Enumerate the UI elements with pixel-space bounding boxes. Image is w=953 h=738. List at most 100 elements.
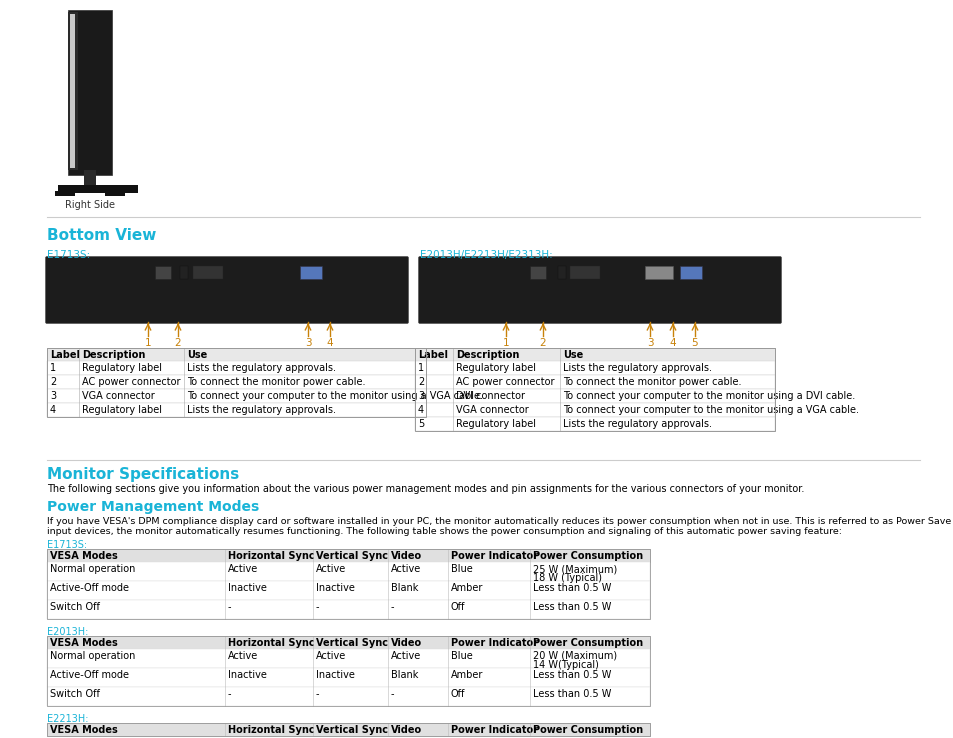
Text: 3: 3 [646, 338, 653, 348]
Bar [47, 562, 649, 581]
Text: Off: Off [451, 689, 465, 699]
Text: VESA Modes: VESA Modes [50, 638, 117, 648]
Bar [55, 191, 75, 196]
Text: E2213H:: E2213H: [47, 714, 89, 724]
Text: Vertical Sync: Vertical Sync [315, 551, 388, 561]
Text: Horizontal Sync: Horizontal Sync [228, 551, 314, 561]
Text: Active: Active [391, 564, 421, 574]
Text: Power Indicator: Power Indicator [451, 551, 537, 561]
Text: 3: 3 [304, 338, 311, 348]
Text: 4: 4 [326, 338, 333, 348]
Bar [47, 723, 649, 736]
Text: Active-Off mode: Active-Off mode [50, 670, 129, 680]
Polygon shape [70, 14, 75, 168]
Bar [415, 403, 774, 417]
Text: Lists the regulatory approvals.: Lists the regulatory approvals. [562, 419, 711, 429]
Bar [193, 266, 223, 279]
Bar [299, 266, 322, 279]
Text: Lists the regulatory approvals.: Lists the regulatory approvals. [562, 363, 711, 373]
Text: To connect your computer to the monitor using a DVI cable.: To connect your computer to the monitor … [562, 391, 854, 401]
Text: Active: Active [315, 564, 346, 574]
Text: To connect the monitor power cable.: To connect the monitor power cable. [187, 377, 365, 387]
Text: Bottom View: Bottom View [47, 228, 156, 243]
Bar [47, 348, 426, 417]
Text: Description: Description [456, 350, 518, 360]
Bar [47, 549, 649, 619]
Text: Active: Active [315, 651, 346, 661]
Bar [47, 361, 426, 375]
Text: Active: Active [228, 651, 258, 661]
Text: Video: Video [391, 725, 421, 735]
Text: Switch Off: Switch Off [50, 689, 100, 699]
Bar [644, 266, 672, 279]
Text: VESA Modes: VESA Modes [50, 725, 117, 735]
Text: -: - [391, 602, 395, 612]
Text: VGA connector: VGA connector [456, 405, 528, 415]
Text: If you have VESA's DPM compliance display card or software installed in your PC,: If you have VESA's DPM compliance displa… [47, 517, 953, 526]
Text: Amber: Amber [451, 583, 483, 593]
Text: 1: 1 [50, 363, 56, 373]
Bar [569, 266, 599, 279]
Text: AC power connector: AC power connector [456, 377, 554, 387]
Text: E2013H:: E2013H: [47, 627, 89, 637]
Text: Blue: Blue [451, 564, 473, 574]
Bar [47, 687, 649, 706]
Bar [415, 361, 774, 375]
Text: Normal operation: Normal operation [50, 564, 135, 574]
Text: 3: 3 [50, 391, 56, 401]
Text: The following sections give you information about the various power management m: The following sections give you informat… [47, 484, 803, 494]
Text: To connect your computer to the monitor using a VGA cable.: To connect your computer to the monitor … [187, 391, 482, 401]
Text: Regulatory label: Regulatory label [456, 419, 536, 429]
Text: Regulatory label: Regulatory label [82, 405, 162, 415]
Text: Horizontal Sync: Horizontal Sync [228, 725, 314, 735]
Text: Monitor Specifications: Monitor Specifications [47, 467, 239, 482]
Text: Active: Active [391, 651, 421, 661]
Text: Inactive: Inactive [228, 670, 267, 680]
Text: 2: 2 [174, 338, 181, 348]
Text: 5: 5 [417, 419, 424, 429]
Text: Inactive: Inactive [228, 583, 267, 593]
Bar [47, 389, 426, 403]
Text: E1713S:: E1713S: [47, 250, 91, 260]
Bar [47, 649, 649, 668]
Bar [47, 375, 426, 389]
Bar [415, 348, 774, 361]
Bar [47, 600, 649, 619]
Text: Switch Off: Switch Off [50, 602, 100, 612]
Text: VESA Modes: VESA Modes [50, 551, 117, 561]
Text: Active-Off mode: Active-Off mode [50, 583, 129, 593]
Text: Label: Label [417, 350, 448, 360]
Text: Less than 0.5 W: Less than 0.5 W [533, 602, 611, 612]
Text: 4: 4 [417, 405, 424, 415]
Text: Amber: Amber [451, 670, 483, 680]
Text: 20 W (Maximum): 20 W (Maximum) [533, 651, 617, 661]
Text: Blank: Blank [391, 670, 418, 680]
Bar [558, 266, 565, 279]
Bar [47, 636, 649, 649]
Text: -: - [391, 689, 395, 699]
Text: 2: 2 [417, 377, 424, 387]
Bar [47, 403, 426, 417]
Text: Lists the regulatory approvals.: Lists the regulatory approvals. [187, 363, 335, 373]
Text: 4: 4 [669, 338, 676, 348]
Bar [105, 191, 125, 196]
Text: To connect the monitor power cable.: To connect the monitor power cable. [562, 377, 740, 387]
Text: Regulatory label: Regulatory label [82, 363, 162, 373]
Text: Use: Use [562, 350, 582, 360]
Bar [47, 549, 649, 562]
Text: 5: 5 [691, 338, 698, 348]
Text: input devices, the monitor automatically resumes functioning. The following tabl: input devices, the monitor automatically… [47, 527, 841, 536]
Bar [47, 668, 649, 687]
Text: Label: Label [50, 350, 80, 360]
Text: Video: Video [391, 638, 421, 648]
Text: Power Consumption: Power Consumption [533, 638, 642, 648]
Text: 1: 1 [502, 338, 509, 348]
Text: Less than 0.5 W: Less than 0.5 W [533, 670, 611, 680]
Bar [180, 266, 188, 279]
Text: Vertical Sync: Vertical Sync [315, 725, 388, 735]
Text: Power Management Modes: Power Management Modes [47, 500, 259, 514]
Text: -: - [228, 689, 232, 699]
Text: Horizontal Sync: Horizontal Sync [228, 638, 314, 648]
Text: -: - [315, 602, 319, 612]
Text: Blank: Blank [391, 583, 418, 593]
